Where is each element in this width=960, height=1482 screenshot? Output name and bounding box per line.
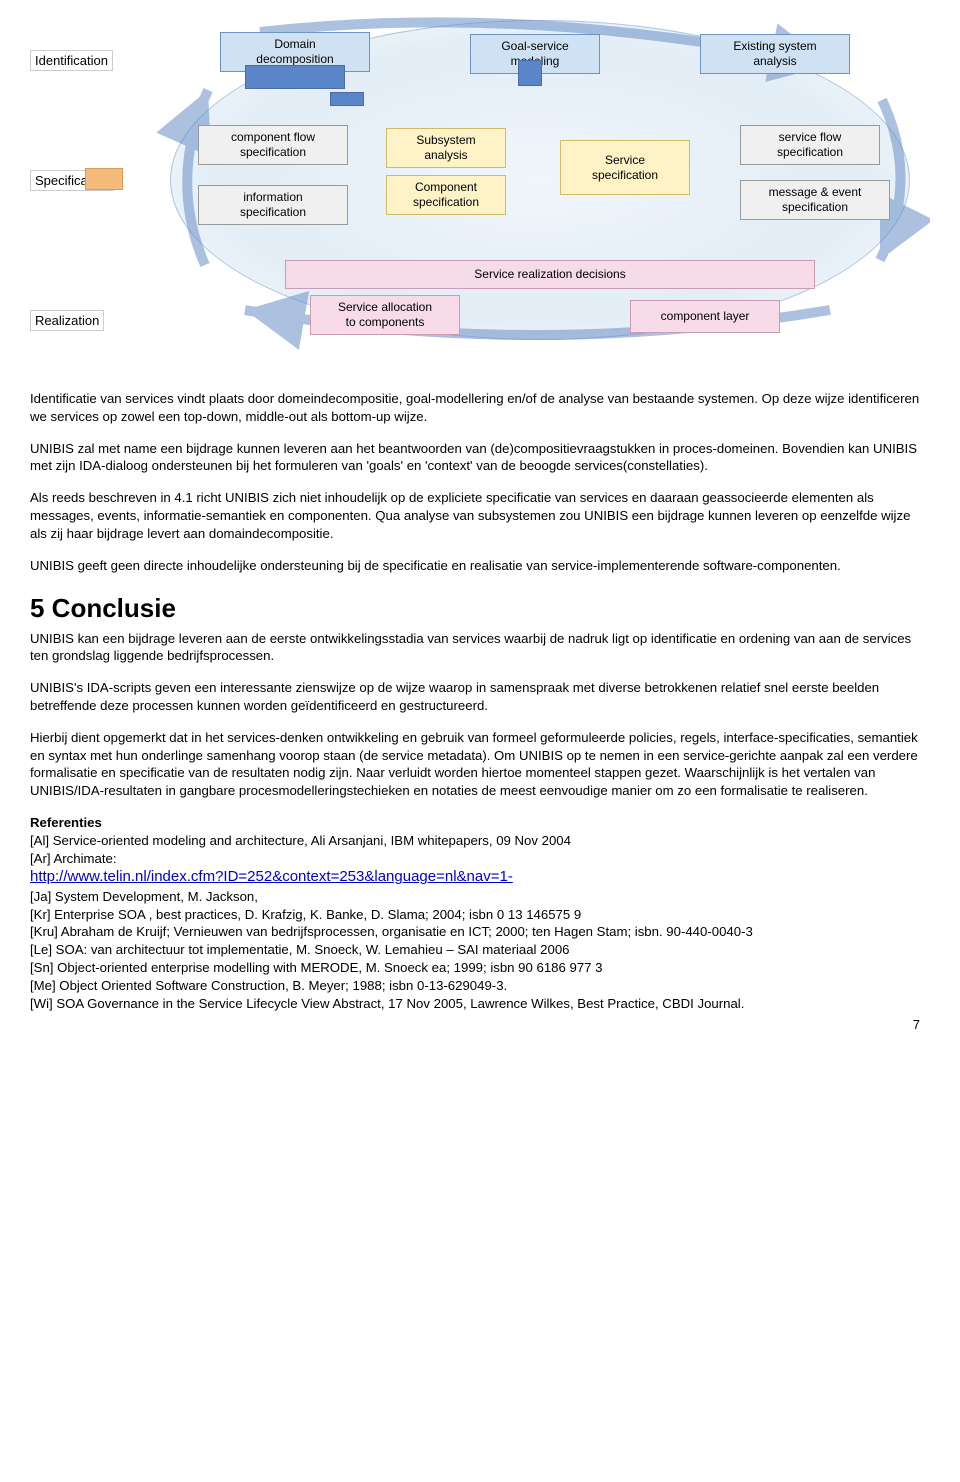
row-label-realization: Realization — [30, 310, 104, 331]
patch-blue-2 — [330, 92, 364, 106]
para-conclusie-1: UNIBIS kan een bijdrage leveren aan de e… — [30, 630, 930, 666]
ref-al: [Al] Service-oriented modeling and archi… — [30, 832, 930, 850]
patch-spec-highlight — [85, 168, 123, 190]
ref-ja: [Ja] System Development, M. Jackson, — [30, 888, 930, 906]
para-identification: Identificatie van services vindt plaats … — [30, 390, 930, 426]
ref-ar: [Ar] Archimate: — [30, 850, 930, 868]
row-label-identification: Identification — [30, 50, 113, 71]
box-message-event: message & event specification — [740, 180, 890, 220]
box-component-flow: component flow specification — [198, 125, 348, 165]
heading-conclusie: 5 Conclusie — [30, 593, 930, 624]
ref-wi: [Wi] SOA Governance in the Service Lifec… — [30, 995, 930, 1013]
para-conclusie-2: UNIBIS's IDA-scripts geven een interessa… — [30, 679, 930, 715]
references-heading: Referenties — [30, 814, 930, 832]
references-block: Referenties [Al] Service-oriented modeli… — [30, 814, 930, 1012]
box-information-spec: information specification — [198, 185, 348, 225]
page-number: 7 — [913, 1017, 920, 1032]
box-existing-system: Existing system analysis — [700, 34, 850, 74]
box-service-flow: service flow specification — [740, 125, 880, 165]
patch-blue-3 — [518, 60, 542, 86]
box-component-layer: component layer — [630, 300, 780, 333]
soa-diagram: Identification Specification Realization… — [30, 10, 930, 370]
ref-archimate-link[interactable]: http://www.telin.nl/index.cfm?ID=252&con… — [30, 868, 513, 885]
para-als-reeds: Als reeds beschreven in 4.1 richt UNIBIS… — [30, 489, 930, 542]
para-conclusie-3: Hierbij dient opgemerkt dat in het servi… — [30, 729, 930, 800]
box-service-spec: Service specification — [560, 140, 690, 195]
ref-kr: [Kr] Enterprise SOA , best practices, D.… — [30, 906, 930, 924]
ref-sn: [Sn] Object-oriented enterprise modellin… — [30, 959, 930, 977]
patch-blue-1 — [245, 65, 345, 89]
para-geen-directe: UNIBIS geeft geen directe inhoudelijke o… — [30, 557, 930, 575]
ref-me: [Me] Object Oriented Software Constructi… — [30, 977, 930, 995]
box-subsystem-analysis: Subsystem analysis — [386, 128, 506, 168]
box-component-spec: Component specification — [386, 175, 506, 215]
box-realization-decisions: Service realization decisions — [285, 260, 815, 289]
para-unibis-bijdrage: UNIBIS zal met name een bijdrage kunnen … — [30, 440, 930, 476]
box-service-allocation: Service allocation to components — [310, 295, 460, 335]
ref-le: [Le] SOA: van architectuur tot implement… — [30, 941, 930, 959]
ref-kru: [Kru] Abraham de Kruijf; Vernieuwen van … — [30, 923, 930, 941]
